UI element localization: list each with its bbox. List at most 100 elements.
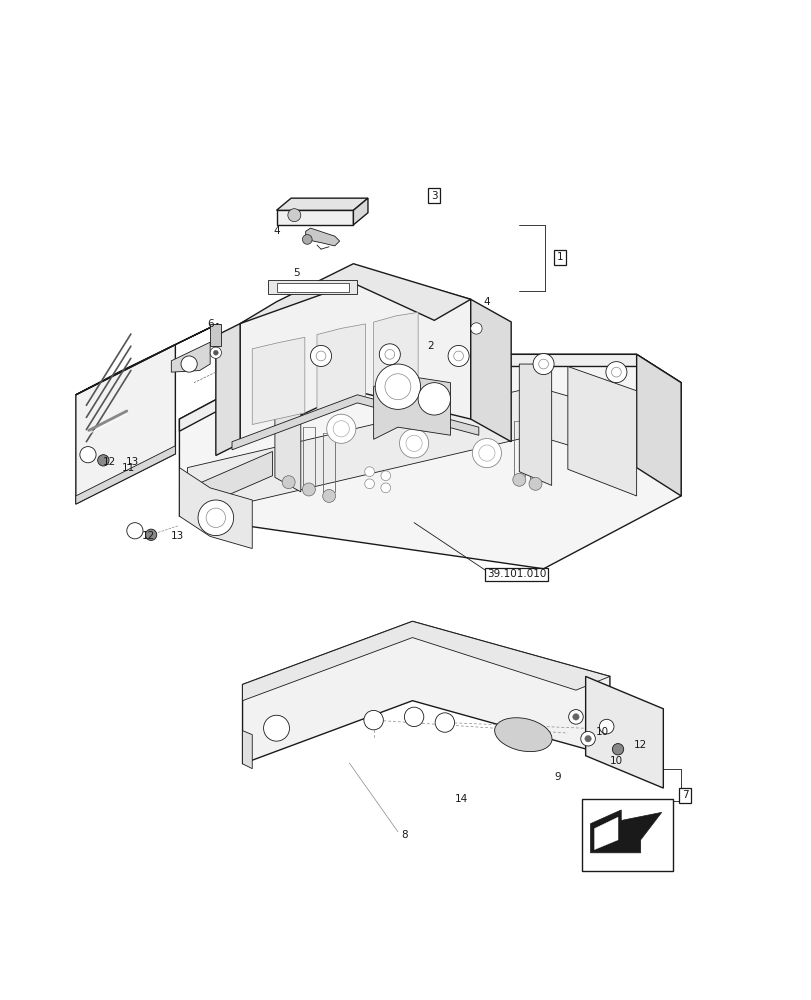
Circle shape <box>528 477 541 490</box>
Circle shape <box>282 476 294 489</box>
Text: 12: 12 <box>102 457 115 467</box>
Polygon shape <box>75 446 175 504</box>
Circle shape <box>322 489 335 502</box>
Circle shape <box>264 715 289 741</box>
Text: 14: 14 <box>454 794 467 804</box>
Circle shape <box>453 351 463 361</box>
Circle shape <box>379 344 400 365</box>
Circle shape <box>584 735 590 742</box>
Circle shape <box>384 349 394 359</box>
Circle shape <box>611 744 623 755</box>
Polygon shape <box>277 210 353 225</box>
Circle shape <box>448 345 469 366</box>
Circle shape <box>478 445 495 461</box>
Text: 7: 7 <box>681 790 688 800</box>
Polygon shape <box>594 817 617 850</box>
Circle shape <box>384 374 410 400</box>
Circle shape <box>210 347 221 358</box>
Circle shape <box>310 345 331 366</box>
Circle shape <box>435 713 454 732</box>
Polygon shape <box>353 198 367 225</box>
Text: 13: 13 <box>171 531 184 541</box>
Polygon shape <box>187 387 648 516</box>
Circle shape <box>213 350 218 355</box>
Circle shape <box>399 429 428 458</box>
Polygon shape <box>585 676 663 788</box>
Text: 12: 12 <box>633 740 646 750</box>
Polygon shape <box>179 354 680 431</box>
Circle shape <box>532 354 553 375</box>
Circle shape <box>418 383 450 415</box>
Polygon shape <box>242 621 609 701</box>
Circle shape <box>611 367 620 377</box>
Circle shape <box>572 714 578 720</box>
Circle shape <box>605 362 626 383</box>
Circle shape <box>380 471 390 481</box>
Polygon shape <box>171 342 210 372</box>
Text: 4: 4 <box>272 226 280 236</box>
Polygon shape <box>252 337 304 424</box>
Circle shape <box>568 710 582 724</box>
Circle shape <box>375 364 420 409</box>
Polygon shape <box>242 621 609 764</box>
Polygon shape <box>373 312 418 398</box>
Bar <box>581 799 672 871</box>
Circle shape <box>287 209 300 222</box>
Circle shape <box>580 731 594 746</box>
Polygon shape <box>232 395 478 450</box>
Text: 11: 11 <box>122 463 135 473</box>
Polygon shape <box>373 375 450 439</box>
Text: 10: 10 <box>595 727 608 737</box>
Polygon shape <box>210 324 221 346</box>
Polygon shape <box>240 265 470 443</box>
Circle shape <box>599 719 613 734</box>
Circle shape <box>470 323 482 334</box>
Circle shape <box>364 479 374 489</box>
Polygon shape <box>179 354 680 569</box>
Circle shape <box>198 500 234 536</box>
Polygon shape <box>216 324 240 455</box>
Circle shape <box>472 438 501 468</box>
Polygon shape <box>470 299 511 442</box>
Text: 9: 9 <box>554 772 560 782</box>
Text: 2: 2 <box>427 341 433 351</box>
Polygon shape <box>567 366 636 496</box>
Circle shape <box>513 473 525 486</box>
Text: 8: 8 <box>401 830 407 840</box>
Polygon shape <box>305 228 339 246</box>
Circle shape <box>302 235 311 244</box>
Polygon shape <box>316 324 365 410</box>
Text: 5: 5 <box>293 268 300 278</box>
Circle shape <box>538 359 547 369</box>
Circle shape <box>206 508 225 528</box>
Polygon shape <box>277 198 367 210</box>
Polygon shape <box>590 810 661 853</box>
Polygon shape <box>268 280 357 294</box>
Circle shape <box>333 421 349 437</box>
Circle shape <box>326 414 355 443</box>
Circle shape <box>145 529 157 540</box>
Polygon shape <box>240 264 470 324</box>
Polygon shape <box>242 731 252 769</box>
Text: 6: 6 <box>207 319 213 329</box>
Text: 10: 10 <box>609 756 622 766</box>
Circle shape <box>97 455 109 466</box>
Polygon shape <box>179 468 252 549</box>
Text: 4: 4 <box>483 297 490 307</box>
Text: 1: 1 <box>556 252 562 262</box>
Polygon shape <box>636 354 680 496</box>
Circle shape <box>302 483 315 496</box>
Circle shape <box>315 351 325 361</box>
Polygon shape <box>277 283 349 292</box>
Circle shape <box>406 435 422 451</box>
Circle shape <box>380 483 390 493</box>
Polygon shape <box>275 364 300 492</box>
Circle shape <box>404 707 423 727</box>
Polygon shape <box>179 451 272 516</box>
Text: 12: 12 <box>142 531 155 541</box>
Text: 3: 3 <box>431 191 437 201</box>
Text: 13: 13 <box>126 457 139 467</box>
Polygon shape <box>75 324 218 395</box>
Circle shape <box>181 356 197 372</box>
Ellipse shape <box>494 718 551 752</box>
